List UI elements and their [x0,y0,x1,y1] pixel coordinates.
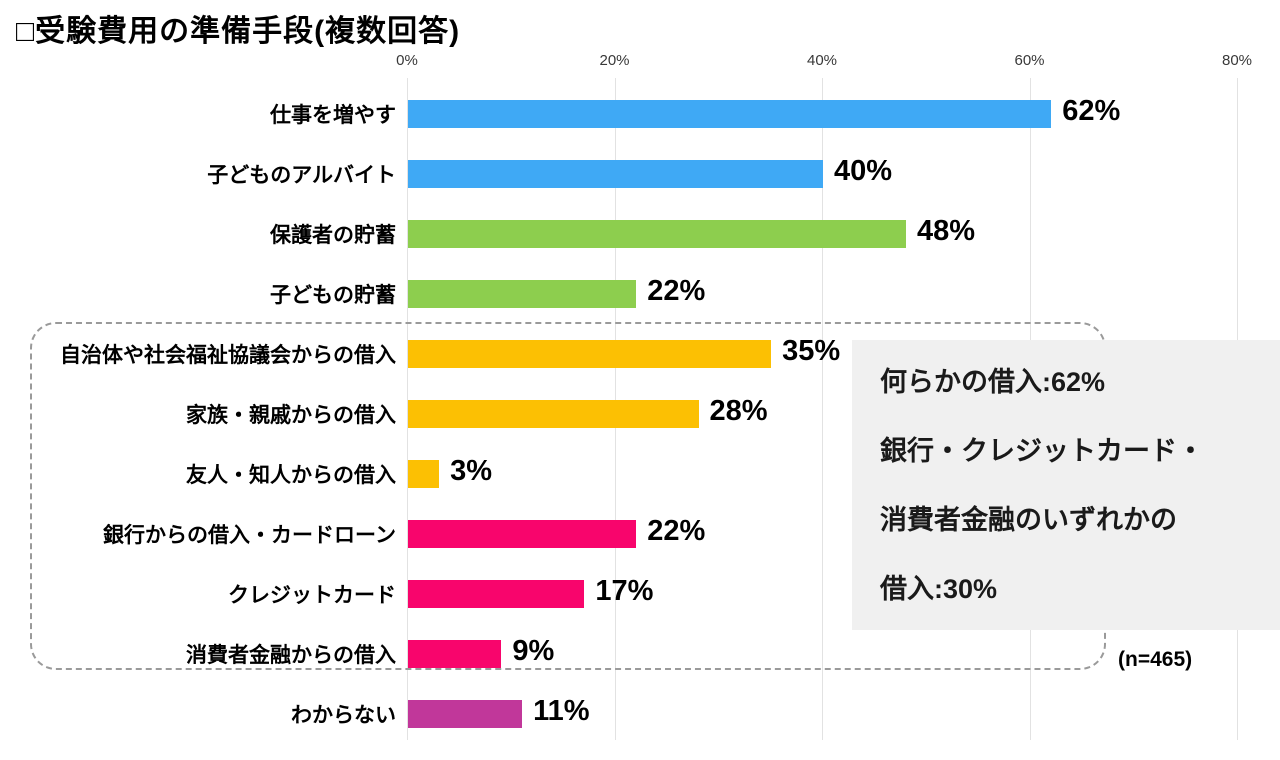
annotation-line: 消費者金融のいずれかの [880,505,1177,535]
bar-row: 仕事を増やす 62% [0,84,1280,144]
value-label: 40% [834,155,893,187]
bar [408,280,637,308]
annotation-box: 何らかの借入:62% 銀行・クレジットカード・ 消費者金融のいずれかの 借入:3… [852,340,1280,630]
value-label: 22% [647,275,706,307]
bar [408,520,637,548]
bar-row: 自治体や社会福祉協議会からの借入 35% [0,324,1280,384]
bar-row: 友人・知人からの借入 3% [0,444,1280,504]
category-label: 友人・知人からの借入 [186,464,396,487]
gridline [822,78,823,740]
bar [408,400,699,428]
chart-title: □受験費用の準備手段(複数回答) [16,15,461,48]
category-label: 銀行からの借入・カードローン [103,524,396,547]
category-label: わからない [291,704,396,727]
bar-row: 子どもの貯蓄 22% [0,264,1280,324]
category-label: 子どもの貯蓄 [270,284,396,307]
value-label: 9% [512,635,555,667]
bar [408,340,772,368]
bar [408,220,906,248]
value-label: 11% [533,695,590,727]
bar [408,160,823,188]
bar [408,700,523,728]
category-label: 仕事を増やす [270,104,396,127]
category-label: 保護者の貯蓄 [270,224,396,247]
annotation-line: 何らかの借入:62% [880,367,1106,397]
bar-row: 銀行からの借入・カードローン 22% [0,504,1280,564]
bar-row: 保護者の貯蓄 48% [0,204,1280,264]
bar [408,640,502,668]
bar-row: わからない 11% [0,684,1280,744]
bar [408,100,1052,128]
annotation-line: 銀行・クレジットカード・ [880,436,1204,466]
value-label: 17% [595,575,654,607]
value-label: 3% [450,455,493,487]
category-label: クレジットカード [228,584,396,607]
x-axis-tick: 20% [599,52,630,69]
category-label: 子どものアルバイト [207,164,396,187]
category-label: 家族・親戚からの借入 [186,404,396,427]
bar-row: 消費者金融からの借入 9% [0,624,1280,684]
bar-row: クレジットカード 17% [0,564,1280,624]
value-label: 48% [917,215,976,247]
annotation-line: 借入:30% [880,574,998,604]
x-axis-tick: 40% [806,52,838,69]
category-label: 自治体や社会福祉協議会からの借入 [60,344,396,367]
x-axis-tick: 60% [1014,52,1045,69]
x-axis-tick: 80% [1221,52,1253,69]
value-label: 35% [782,335,841,367]
x-axis-tick: 0% [396,52,418,69]
bar [408,460,440,488]
value-label: 62% [1062,95,1121,127]
bar [408,580,585,608]
bar-row: 子どものアルバイト 40% [0,144,1280,204]
category-label: 消費者金融からの借入 [186,644,396,667]
value-label: 22% [647,515,706,547]
sample-size-label: (n=465) [1118,648,1193,671]
bar-row: 家族・親戚からの借入 28% [0,384,1280,444]
gridline [407,78,408,740]
value-label: 28% [709,395,768,427]
